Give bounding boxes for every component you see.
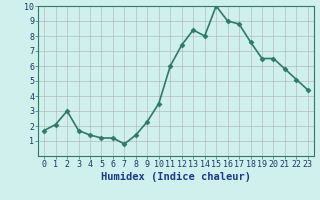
X-axis label: Humidex (Indice chaleur): Humidex (Indice chaleur) — [101, 172, 251, 182]
